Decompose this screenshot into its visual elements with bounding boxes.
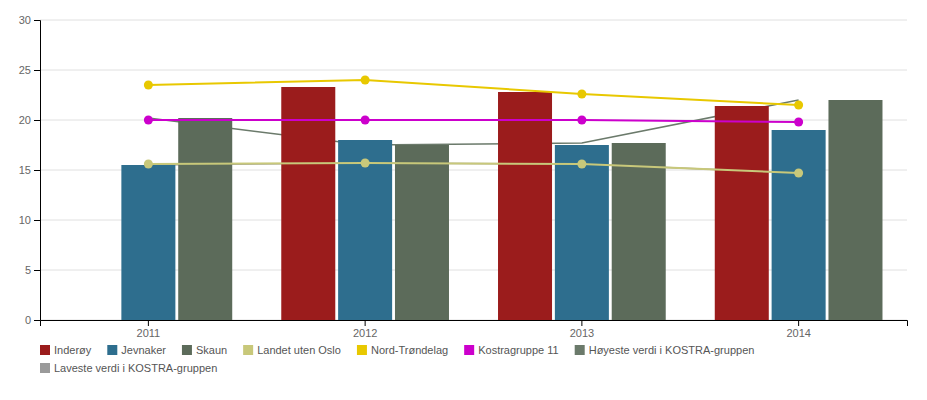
legend-label: Skaun — [196, 344, 227, 356]
legend-item: Laveste verdi i KOSTRA-gruppen — [40, 362, 217, 374]
legend-label: Kostragruppe 11 — [478, 344, 559, 356]
legend-swatch — [357, 345, 367, 355]
plot: 0 5 10 15 20 25 30 2011 2012 2013 2014 Inderøy Jevna… — [19, 14, 908, 374]
legend-swatch — [575, 345, 585, 355]
y-tick-label: 5 — [25, 264, 31, 276]
marker — [144, 160, 153, 169]
grid — [40, 20, 907, 320]
y-tick: 20 — [19, 114, 40, 126]
y-tick: 10 — [19, 214, 40, 226]
legend-label: Landet uten Oslo — [257, 344, 341, 356]
y-tick: 15 — [19, 164, 40, 176]
y-tick-mark — [34, 20, 40, 21]
grid-line — [40, 20, 907, 21]
bar — [715, 106, 769, 320]
marker — [577, 116, 586, 125]
legend-swatch — [243, 345, 253, 355]
bar — [178, 118, 232, 320]
x-tick-label: 2014 — [786, 327, 810, 339]
line — [148, 163, 798, 173]
line — [148, 163, 798, 173]
bar — [338, 140, 392, 320]
marks — [121, 76, 882, 321]
bar — [121, 165, 175, 320]
y-tick-label: 10 — [19, 214, 31, 226]
x-tick-label: 2012 — [353, 327, 377, 339]
legend-swatch — [182, 345, 192, 355]
line — [148, 80, 798, 105]
x-tick: 2014 — [786, 320, 810, 339]
bar — [612, 143, 666, 320]
legend-item: Nord-Trøndelag — [357, 344, 448, 356]
bar — [555, 145, 609, 320]
y-tick-label: 30 — [19, 14, 31, 26]
legend-label: Inderøy — [54, 344, 92, 356]
x-tick: 2012 — [353, 320, 377, 339]
legend-swatch — [40, 345, 50, 355]
x-axis-line — [41, 321, 908, 327]
marker — [144, 81, 153, 90]
y-tick-mark — [34, 120, 40, 121]
bar — [498, 92, 552, 320]
legend-label: Jevnaker — [121, 344, 166, 356]
legend-swatch — [107, 345, 117, 355]
marker — [361, 116, 370, 125]
y-tick: 0 — [25, 314, 40, 326]
y-tick-label: 20 — [19, 114, 31, 126]
legend-item: Landet uten Oslo — [243, 344, 341, 356]
line — [148, 120, 798, 122]
y-tick: 30 — [19, 14, 40, 26]
x-tick-mark — [365, 320, 366, 326]
marker — [361, 159, 370, 168]
legend-label: Høyeste verdi i KOSTRA-gruppen — [589, 344, 755, 356]
x-tick-mark — [798, 320, 799, 326]
x-tick: 2013 — [570, 320, 594, 339]
y-tick-label: 25 — [19, 64, 31, 76]
legend-swatch — [40, 363, 50, 373]
marker — [361, 76, 370, 85]
marker — [577, 160, 586, 169]
x-tick-label: 2011 — [137, 327, 161, 339]
y-tick-mark — [34, 70, 40, 71]
y-axis: 0 5 10 15 20 25 30 — [19, 14, 41, 326]
y-tick-mark — [34, 270, 40, 271]
y-tick-mark — [34, 320, 40, 321]
x-tick-label: 2013 — [570, 327, 594, 339]
legend: Inderøy Jevnaker Skaun Landet uten Oslo Nord… — [40, 344, 754, 374]
y-tick: 25 — [19, 64, 40, 76]
marker — [144, 116, 153, 125]
legend-item: Inderøy — [40, 344, 92, 356]
y-tick: 5 — [25, 264, 40, 276]
legend-item: Høyeste verdi i KOSTRA-gruppen — [575, 344, 755, 356]
marker — [794, 101, 803, 110]
grid-line — [40, 70, 907, 71]
marker — [577, 90, 586, 99]
bar — [772, 130, 826, 320]
chart-container: 0 5 10 15 20 25 30 2011 2012 2013 2014 Inderøy Jevna… — [0, 0, 927, 400]
marker — [794, 169, 803, 178]
y-tick-mark — [34, 220, 40, 221]
legend-item: Skaun — [182, 344, 227, 356]
y-tick-label: 15 — [19, 164, 31, 176]
chart-svg: 0 5 10 15 20 25 30 2011 2012 2013 2014 Inderøy Jevna… — [0, 0, 927, 400]
x-tick-mark — [148, 320, 149, 326]
legend-item: Kostragruppe 11 — [464, 344, 559, 356]
y-tick-mark — [34, 170, 40, 171]
bar — [281, 87, 335, 320]
x-tick: 2011 — [137, 320, 161, 339]
legend-label: Laveste verdi i KOSTRA-gruppen — [54, 362, 217, 374]
marker — [794, 118, 803, 127]
x-axis: 2011 2012 2013 2014 — [41, 320, 908, 339]
legend-item: Jevnaker — [107, 344, 166, 356]
line — [148, 100, 798, 145]
x-tick-mark — [581, 320, 582, 326]
y-axis-line — [34, 21, 41, 321]
y-tick-label: 0 — [25, 314, 31, 326]
legend-swatch — [464, 345, 474, 355]
bar — [395, 145, 449, 320]
legend-label: Nord-Trøndelag — [371, 344, 448, 356]
bar — [828, 100, 882, 320]
